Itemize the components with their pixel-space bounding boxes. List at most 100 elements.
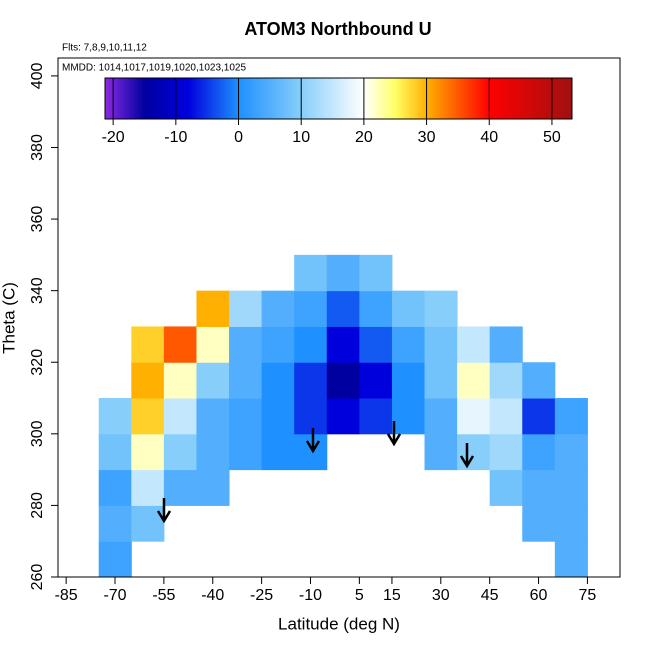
arrows <box>156 421 475 524</box>
heat-cell <box>359 398 393 435</box>
heat-cell <box>163 398 197 435</box>
heat-cell <box>131 398 165 435</box>
heat-cell <box>424 326 458 363</box>
x-tick-label: 60 <box>530 587 548 604</box>
heat-cell <box>131 469 165 506</box>
heat-cell <box>457 433 491 471</box>
heat-cell <box>261 326 295 363</box>
arrow <box>386 421 402 447</box>
overlay: -85 -70 -55 -40 -25 -10 5 15 30 45 60 7526028030032… <box>29 62 596 604</box>
y-tick-label: 380 <box>29 134 46 161</box>
heat-cell <box>326 362 360 399</box>
heat-cell <box>391 362 426 399</box>
heat-cell <box>522 505 556 542</box>
heat-cell <box>489 362 523 399</box>
heat-cell <box>359 254 393 292</box>
heat-cell <box>196 398 230 435</box>
y-tick-label: 400 <box>29 62 46 89</box>
heat-cell <box>131 433 165 471</box>
heat-cell <box>457 326 491 363</box>
heat-cell <box>131 326 165 363</box>
heat-cell <box>391 326 426 363</box>
heat-cell <box>98 541 132 578</box>
heat-cell <box>229 398 263 435</box>
chart-title: ATOM3 Northbound U <box>244 19 431 39</box>
heat-cell <box>196 290 230 327</box>
colorbar-tick-label: 30 <box>418 129 436 146</box>
heat-cell <box>229 326 263 363</box>
y-tick-label: 280 <box>29 492 46 519</box>
heat-cell <box>163 326 197 363</box>
heat-cell <box>294 290 328 327</box>
heat-cell <box>326 326 360 363</box>
heat-cell <box>229 362 263 399</box>
heatmap <box>98 254 588 578</box>
x-tick-label: 30 <box>432 587 450 604</box>
x-tick-label: -70 <box>103 587 126 604</box>
heat-cell <box>457 398 491 435</box>
heat-cell <box>261 433 295 471</box>
annotation: MMDD: 1014,1017,1019,1020,1023,1025 <box>62 63 246 74</box>
x-tick-label: 5 <box>355 587 364 604</box>
heat-cell <box>489 398 523 435</box>
x-tick-label: -10 <box>299 587 322 604</box>
y-tick-label: 340 <box>29 277 46 304</box>
heat-cell <box>163 433 197 471</box>
arrow <box>305 428 321 454</box>
heat-cell <box>326 398 360 435</box>
heat-cell <box>391 290 426 327</box>
x-axis-label: Latitude (deg N) <box>278 614 400 633</box>
x-tick-label: 15 <box>383 587 401 604</box>
heat-cell <box>294 433 328 471</box>
heat-cell <box>359 326 393 363</box>
heat-cell <box>522 433 556 471</box>
x-tick-label: -40 <box>201 587 224 604</box>
x-tick-label: 45 <box>481 587 499 604</box>
heat-cell <box>424 290 458 327</box>
heat-cell <box>424 433 458 471</box>
x-tick-label: 75 <box>579 587 597 604</box>
colorbar <box>104 77 573 120</box>
heat-cell <box>359 290 393 327</box>
heat-cell <box>554 398 588 435</box>
heat-cell <box>196 469 230 506</box>
colorbar-tick-label: -20 <box>102 129 125 146</box>
heat-cell <box>261 290 295 327</box>
heat-cell <box>196 362 230 399</box>
colorbar-tick-label: -10 <box>164 129 187 146</box>
colorbar-tick-label: 10 <box>292 129 310 146</box>
heat-cell <box>131 362 165 399</box>
heat-cell <box>196 326 230 363</box>
heat-cell <box>554 433 588 471</box>
heat-cell <box>489 469 523 506</box>
heat-cell <box>261 398 295 435</box>
y-tick-label: 300 <box>29 420 46 447</box>
heat-cell <box>326 290 360 327</box>
heat-cell <box>554 541 588 578</box>
y-tick-label: 320 <box>29 349 46 376</box>
x-tick-label: -55 <box>152 587 175 604</box>
heat-cell <box>424 398 458 435</box>
arrow <box>459 443 475 469</box>
heat-cell <box>98 505 132 542</box>
heat-cell <box>554 469 588 506</box>
heat-cell <box>522 469 556 506</box>
heat-cell <box>424 362 458 399</box>
heat-cell <box>294 254 328 292</box>
heat-cell <box>98 433 132 471</box>
heat-cell <box>326 254 360 292</box>
heat-cell <box>359 362 393 399</box>
heat-cell <box>391 398 426 435</box>
heat-cell <box>554 505 588 542</box>
y-tick-label: 360 <box>29 206 46 233</box>
heat-cell <box>98 469 132 506</box>
heat-cell <box>131 505 165 542</box>
colorbar-tick-label: 50 <box>543 129 561 146</box>
y-tick-label: 260 <box>29 564 46 591</box>
x-tick-label: -25 <box>250 587 273 604</box>
heat-cell <box>457 362 491 399</box>
heat-cell <box>196 433 230 471</box>
heat-cell <box>229 433 263 471</box>
y-axis-label: Theta (C) <box>0 282 18 354</box>
heat-cell <box>294 398 328 435</box>
